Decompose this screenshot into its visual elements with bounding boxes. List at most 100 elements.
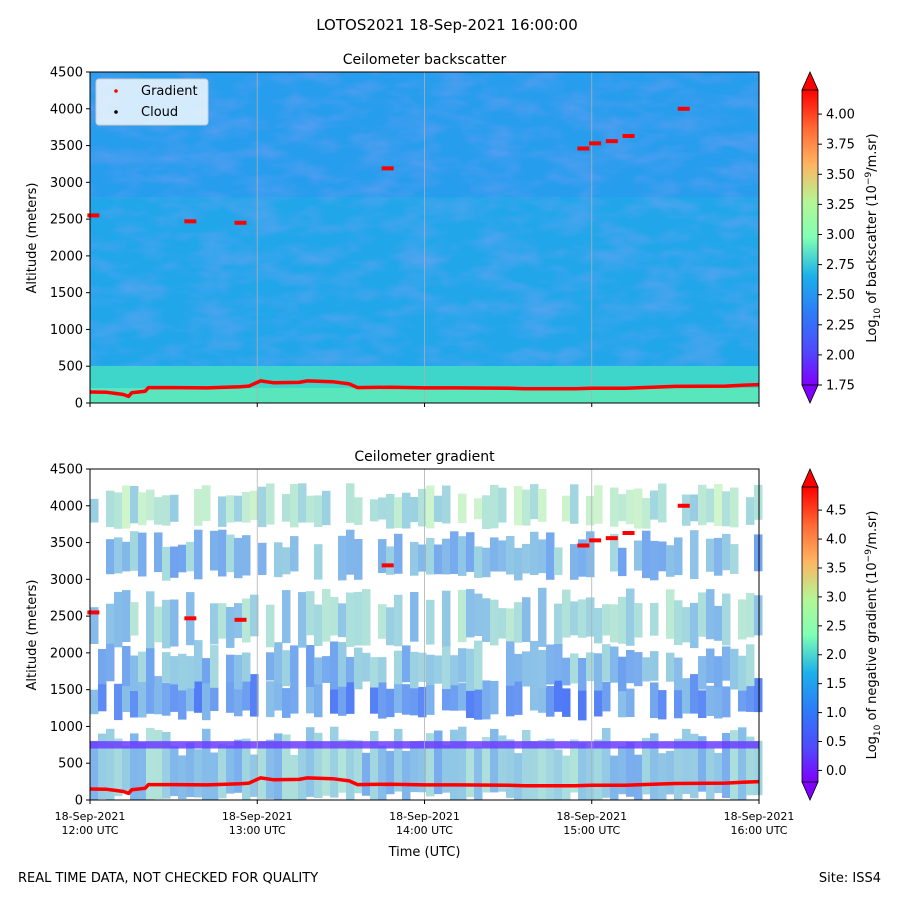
site-label: Site: ISS4 [819,871,881,886]
gradient-cell [610,604,619,643]
gradient-cell [706,748,715,800]
gradient-cell [210,752,219,800]
gradient-cell [370,657,379,688]
y-tick-label: 4500 [50,463,83,478]
gradient-colorbar-extend-bottom [801,781,819,801]
gradient-cell [506,683,515,717]
gradient-cell [402,750,411,800]
gradient-cell [714,678,723,719]
gradient-cell [130,531,139,571]
gradient-cell [370,675,379,714]
gradient-cell [258,741,267,799]
gradient-cell [266,604,275,648]
gradient-cell [130,602,139,636]
gradient-cell [594,683,603,717]
gradient-cell [194,489,203,526]
gradient-cell [426,733,435,797]
gradient-point [234,617,247,622]
gradient-cell [458,493,467,523]
gradient-cell [274,733,283,800]
gradient-cell [674,657,683,691]
gradient-point [381,166,394,171]
gradient-cell [642,530,651,579]
gradient-cell [234,537,243,579]
gradient-colorbar-body [801,486,819,783]
gradient-cell [482,680,491,720]
gradient-cell [322,490,331,526]
gradient-cell [170,675,179,712]
gradient-cell [450,531,459,574]
gradient-cell [522,651,531,687]
gradient-cell [714,484,723,526]
gradient-cell [730,544,739,574]
y-tick-label: 4000 [50,499,83,514]
gradient-cell [394,594,403,647]
gradient-cell [274,642,283,684]
gradient-cell [698,656,707,690]
gradient-cell [562,688,571,717]
gradient-cell [690,602,699,649]
gradient-cell [634,540,643,571]
gradient-cell [458,726,467,800]
gradient-cell [538,739,547,800]
gradient-cell [482,737,491,793]
gradient-point [184,219,197,224]
gradient-cell [746,644,755,687]
gradient-cell [514,602,523,643]
gradient-layer-layer-3900 [90,483,763,529]
backscatter-ylabel: Altitude (meters) [25,183,40,294]
gradient-cell [210,603,219,645]
backscatter-colorbar-body [801,89,819,386]
gradient-cell [130,655,139,691]
gradient-cell [226,534,235,573]
gradient-cell [730,730,739,800]
gradient-cell [426,654,435,686]
gradient-cell [714,656,723,688]
gradient-cell [370,731,379,800]
gradient-cell [722,733,731,798]
gradient-point [605,139,618,144]
gradient-cell [242,535,251,576]
gradient-cell [122,745,131,793]
backscatter-colorbar: 1.75 2.00 2.25 2.50 2.75 3.00 3.25 3.50 3.75 4.00… [801,71,883,404]
gradient-cell [338,739,347,793]
gradient-cell [378,745,387,800]
gradient-cell [330,726,339,798]
colorbar-tick-label: 2.50 [826,288,855,303]
gradient-cell [474,687,483,720]
gradient-cell [370,499,379,522]
gradient-layer-layer-1700 [98,640,755,692]
gradient-cell [250,674,259,717]
gradient-cell [746,592,755,638]
gradient-cell [386,607,395,646]
gradient-cell [506,536,515,575]
gradient-cell [754,534,763,572]
gradient-cell [322,748,331,796]
y-tick-label: 4000 [50,102,83,117]
gradient-cell [562,755,571,800]
gradient-cell [282,734,291,800]
gradient-cell [650,602,659,636]
gradient-cell [410,497,419,523]
gradient-point [577,543,590,548]
gradient-cell [690,530,699,579]
gradient-cell [330,641,339,690]
gradient-cell [242,652,251,682]
gradient-cell [138,532,147,577]
gradient-cell [234,677,243,717]
gradient-cell [442,538,451,575]
colorbar-tick-label: 3.0 [826,590,847,605]
colorbar-tick-label: 0.0 [826,764,847,779]
gradient-cell [202,485,211,521]
gradient-cell [706,488,715,523]
gradient-cell [338,642,347,687]
gradient-cell [602,644,611,682]
gradient-cell [122,541,131,572]
gradient-cell [274,542,283,578]
gradient-cell [362,652,371,682]
gradient-cell [642,737,651,795]
gradient-cell [226,679,235,713]
gradient-cell [218,744,227,799]
gradient-cell [738,655,747,691]
gradient-layer-layer-1300 [90,674,763,721]
